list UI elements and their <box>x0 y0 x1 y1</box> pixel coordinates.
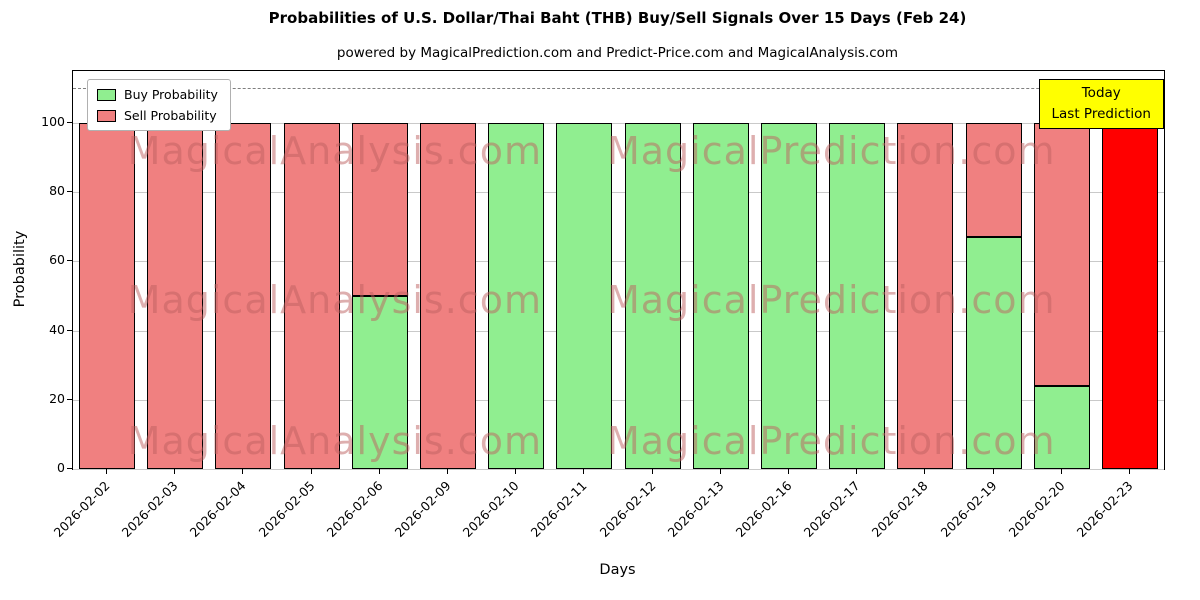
watermark-text: MagicalAnalysis.com <box>127 277 542 322</box>
y-axis-label: Probability <box>12 230 28 308</box>
bar-buy-segment <box>829 122 886 469</box>
bar-buy-segment <box>1033 385 1090 469</box>
watermark-text: MagicalAnalysis.com <box>127 419 542 464</box>
bar-buy-segment <box>488 122 545 469</box>
bars-layer <box>73 71 1164 469</box>
bar-buy-segment <box>351 295 408 469</box>
y-tick-label: 40 <box>49 321 65 337</box>
bar-sell-segment <box>215 122 272 469</box>
y-tick-label: 60 <box>49 252 65 268</box>
threshold-dashed-line <box>73 88 1164 90</box>
bar-sell-segment <box>897 122 954 469</box>
x-tickmark <box>378 469 380 474</box>
y-tickmark <box>67 260 72 262</box>
watermark-text: MagicalPrediction.com <box>606 277 1056 322</box>
x-tick-label: 2026-02-11 <box>528 478 591 540</box>
x-tick-label: 2026-02-03 <box>118 478 181 540</box>
y-tick-label: 100 <box>41 113 65 129</box>
legend: Buy Probability Sell Probability <box>87 79 231 131</box>
x-tickmark <box>515 469 517 474</box>
y-gridline <box>73 122 1164 124</box>
bar-sell-segment <box>1033 122 1090 386</box>
x-tickmark <box>856 469 858 474</box>
today-annotation-line2: Last Prediction <box>1051 105 1151 122</box>
y-tick-label: 0 <box>57 460 65 475</box>
y-gridline <box>73 261 1164 263</box>
x-tick-label: 2026-02-17 <box>800 478 863 540</box>
legend-item-sell: Sell Probability <box>97 108 218 123</box>
x-tick-label: 2026-02-13 <box>664 478 727 540</box>
bar-buy-segment <box>624 122 681 469</box>
grid-layer <box>73 71 1164 470</box>
x-tickmark <box>1060 469 1062 474</box>
y-tick-label: 20 <box>49 390 65 406</box>
x-tick-label: 2026-02-02 <box>50 478 113 540</box>
bar-buy-segment <box>692 122 749 469</box>
x-tickmark <box>787 469 789 474</box>
x-tickmark <box>583 469 585 474</box>
y-tickmark <box>67 329 72 331</box>
x-tickmark <box>106 469 108 474</box>
x-tickmark <box>992 469 994 474</box>
y-gridline <box>73 192 1164 194</box>
bar-sell-segment <box>79 122 136 469</box>
today-annotation: Today Last Prediction <box>1038 79 1164 129</box>
bar-sell-segment <box>351 122 408 296</box>
y-tick-label: 80 <box>49 183 65 199</box>
x-tick-label: 2026-02-23 <box>1073 478 1136 540</box>
buy-probability-swatch <box>97 88 116 101</box>
bar-buy-segment <box>760 122 817 469</box>
chart-subtitle: powered by MagicalPrediction.com and Pre… <box>336 45 899 61</box>
x-tick-label: 2026-02-20 <box>1005 478 1068 540</box>
bar-sell-segment <box>283 122 340 469</box>
bar-sell-segment <box>420 122 477 469</box>
y-gridline <box>73 330 1164 332</box>
today-annotation-line1: Today <box>1081 85 1121 101</box>
x-tick-label: 2026-02-05 <box>255 478 318 540</box>
sell-probability-swatch <box>97 109 116 122</box>
watermark-text: MagicalAnalysis.com <box>127 128 542 173</box>
x-tickmark <box>242 469 244 474</box>
y-tickmark <box>67 121 72 123</box>
x-tick-label: 2026-02-19 <box>937 478 1000 540</box>
legend-item-buy: Buy Probability <box>97 87 218 102</box>
watermark-text: MagicalPrediction.com <box>606 128 1056 173</box>
y-tickmark <box>67 191 72 193</box>
legend-buy-label: Buy Probability <box>124 87 218 102</box>
bar-sell-segment <box>965 122 1022 238</box>
x-tick-label: 2026-02-10 <box>459 478 522 540</box>
x-axis-label: Days <box>599 562 636 578</box>
x-tick-label: 2026-02-09 <box>391 478 454 540</box>
plot-area: MagicalAnalysis.com MagicalPrediction.com… <box>72 70 1165 470</box>
x-tickmark <box>447 469 449 474</box>
watermark-layer: MagicalAnalysis.com MagicalPrediction.com… <box>73 71 1164 469</box>
x-tick-label: 2026-02-12 <box>596 478 659 540</box>
chart-title: Probabilities of U.S. Dollar/Thai Baht (… <box>268 9 967 27</box>
legend-sell-label: Sell Probability <box>124 108 217 123</box>
x-tickmark <box>310 469 312 474</box>
x-tick-label: 2026-02-18 <box>868 478 931 540</box>
bar-buy-segment <box>965 237 1022 469</box>
y-tickmark <box>67 398 72 400</box>
bar-buy-segment <box>556 122 613 469</box>
watermark-text: MagicalPrediction.com <box>606 419 1056 464</box>
y-gridline <box>73 469 1164 470</box>
x-tick-label: 2026-02-04 <box>187 478 250 540</box>
x-tickmark <box>924 469 926 474</box>
y-tickmark <box>67 468 72 469</box>
x-tickmark <box>1128 469 1130 474</box>
x-tickmark <box>174 469 176 474</box>
y-gridline <box>73 399 1164 401</box>
bar-today-segment <box>1101 122 1158 469</box>
x-tick-label: 2026-02-16 <box>732 478 795 540</box>
x-tick-label: 2026-02-06 <box>323 478 386 540</box>
x-tickmark <box>719 469 721 474</box>
x-tickmark <box>651 469 653 474</box>
